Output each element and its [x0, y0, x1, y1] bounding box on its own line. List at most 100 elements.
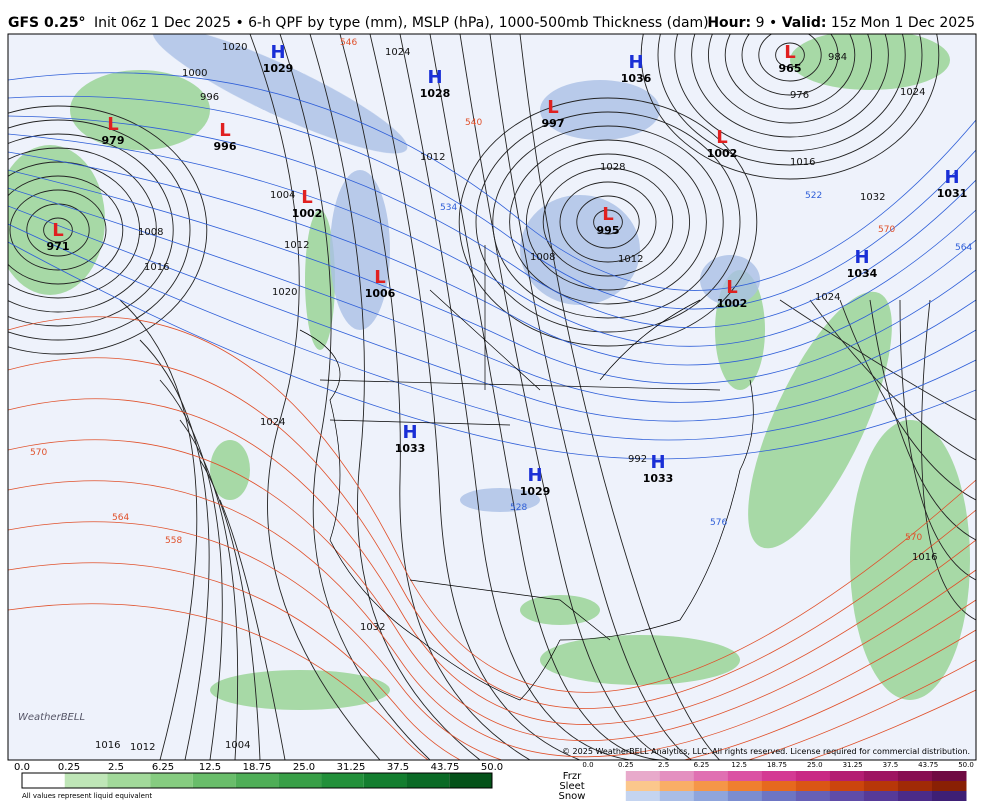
isobar [8, 105, 208, 355]
isobar [43, 217, 73, 243]
isobar [249, 34, 381, 760]
ptype-tick-label: 31.25 [843, 761, 863, 769]
center-letter: L [107, 114, 118, 135]
center-letter: H [944, 167, 959, 188]
valid: 15z Mon 1 Dec 2025 [831, 15, 975, 31]
hour: 9 [756, 15, 765, 31]
isobar-label: 1032 [860, 192, 885, 203]
isobar [640, 34, 940, 180]
ptype-swatch [625, 781, 661, 791]
ptype-tick-label: 2.5 [658, 761, 669, 769]
center-value: 1036 [621, 72, 652, 85]
center-value: 1029 [520, 485, 551, 498]
thickness-label: 564 [112, 513, 129, 523]
center-value: 1033 [643, 472, 674, 485]
isobar [199, 459, 261, 760]
isobar [339, 34, 531, 760]
isobar-label: 992 [628, 454, 647, 465]
qpf-tick-label: 12.5 [199, 762, 221, 773]
isobar-label: 1032 [360, 622, 385, 633]
ptype-swatch [693, 791, 729, 801]
ptype-swatch [897, 771, 933, 781]
ptype-tick-label: 50.0 [958, 761, 974, 769]
logo: WeatherBELL [18, 712, 85, 723]
isobar [779, 299, 976, 421]
qpf-swatch [449, 773, 492, 788]
qpf-swatch [321, 773, 364, 788]
ptype-swatch [693, 771, 729, 781]
ptype-name: Sleet [559, 781, 584, 792]
isobar-label: 1020 [272, 287, 297, 298]
center-value: 997 [542, 117, 565, 130]
isobar-label: 1012 [284, 240, 309, 251]
ptype-tick-label: 0.0 [582, 761, 593, 769]
ptype-tick-label: 18.75 [767, 761, 787, 769]
ptype-swatch [863, 791, 899, 801]
isobar [741, 34, 839, 96]
isobar [593, 209, 623, 235]
isobar-label: 1004 [270, 190, 295, 201]
center-letter: H [650, 452, 665, 473]
legend-note: All values represent liquid equivalent [22, 792, 152, 800]
center-letter: L [301, 187, 312, 208]
ptype-swatch [863, 771, 899, 781]
isobar-label: 1024 [260, 417, 285, 428]
center-value: 1031 [937, 187, 968, 200]
ptype-tick-label: 6.25 [694, 761, 710, 769]
ptype-swatch [761, 781, 797, 791]
center-letter: L [784, 42, 795, 63]
isobar [724, 34, 856, 110]
ptype-swatch [795, 771, 831, 781]
thickness-line [8, 521, 976, 760]
qpf-swatch [235, 773, 279, 788]
ptype-swatch [761, 771, 797, 781]
ptype-swatch [761, 791, 797, 801]
isobar [8, 147, 157, 313]
thickness-line [8, 95, 976, 310]
isobar-label: 1004 [225, 740, 250, 751]
thickness-line [8, 357, 976, 709]
center-value: 971 [47, 240, 70, 253]
qpf-tick-label: 31.25 [337, 762, 366, 773]
thickness-line [8, 603, 976, 760]
center-value: 965 [779, 62, 802, 75]
thickness-line [8, 169, 976, 384]
thickness-label: 546 [340, 38, 357, 48]
isobar [492, 125, 724, 319]
isobar [839, 299, 976, 501]
thickness-line [8, 205, 976, 422]
qpf-swatch [192, 773, 236, 788]
thickness-label: 564 [955, 243, 972, 253]
ptype-swatch [727, 781, 763, 791]
ptype-swatch [897, 781, 933, 791]
thickness-label: 534 [440, 203, 457, 213]
center-letter: H [402, 422, 417, 443]
description: Init 06z 1 Dec 2025 • 6-h QPF by type (m… [94, 15, 709, 31]
qpf-tick-label: 50.0 [481, 762, 503, 773]
ptype-swatch [897, 791, 933, 801]
isobar [758, 34, 822, 82]
isobar [139, 339, 210, 760]
thickness-label: 570 [905, 533, 922, 543]
isobar [869, 299, 976, 541]
thickness-line [8, 316, 976, 693]
center-value: 1002 [707, 147, 738, 160]
isobar-label: 1024 [385, 47, 410, 58]
ptype-swatch [659, 771, 695, 781]
thickness-label: 528 [510, 503, 527, 513]
isobar-label: 1008 [530, 252, 555, 263]
ptype-swatch [829, 791, 865, 801]
center-value: 1028 [420, 87, 451, 100]
thickness-label: 540 [465, 118, 482, 128]
isobar [309, 34, 481, 760]
center-value: 1029 [263, 62, 294, 75]
ptype-name: Snow [559, 791, 586, 802]
isobar [429, 34, 680, 760]
qpf-tick-label: 37.5 [387, 762, 409, 773]
separator: • [769, 15, 777, 31]
qpf-swatch [107, 773, 151, 788]
isobar [707, 34, 873, 124]
isobar-label: 1020 [222, 42, 247, 53]
qpf-tick-label: 25.0 [293, 762, 315, 773]
